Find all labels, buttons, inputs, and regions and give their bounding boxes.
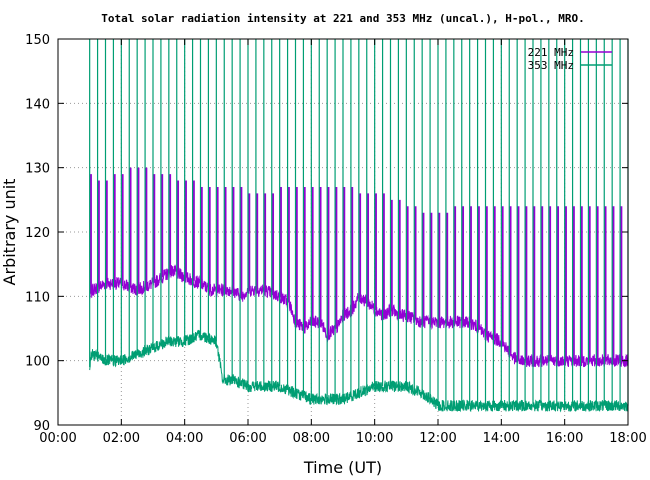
x-tick-label: 18:00 (609, 431, 646, 446)
x-tick-label: 02:00 (103, 431, 140, 446)
x-tick-label: 06:00 (229, 431, 266, 446)
legend-label: 353 MHz (528, 59, 574, 72)
x-tick-label: 12:00 (419, 431, 456, 446)
x-tick-label: 16:00 (546, 431, 583, 446)
axis-ticks: 90 100 110 120 130 140 150 00:00 02:00 04:00 06:00… (25, 33, 647, 446)
legend-label: 221 MHz (528, 46, 574, 59)
y-tick-label: 100 (25, 355, 50, 370)
y-tick-label: 140 (25, 97, 50, 112)
series-221-mhz (89, 167, 629, 368)
y-tick-label: 90 (33, 419, 50, 434)
x-tick-label: 08:00 (293, 431, 330, 446)
x-tick-label: 00:00 (39, 431, 76, 446)
x-tick-label: 14:00 (483, 431, 520, 446)
y-tick-label: 150 (25, 33, 50, 48)
x-axis-label: Time (UT) (303, 458, 382, 477)
y-axis-label: Arbitrary unit (0, 179, 19, 286)
y-tick-label: 110 (25, 290, 50, 305)
chart-title: Total solar radiation intensity at 221 a… (101, 12, 584, 25)
series-layer (89, 39, 629, 413)
series-353-mhz (89, 39, 629, 413)
y-tick-label: 120 (25, 226, 50, 241)
y-tick-label: 130 (25, 162, 50, 177)
x-tick-label: 04:00 (166, 431, 203, 446)
x-tick-label: 10:00 (356, 431, 393, 446)
